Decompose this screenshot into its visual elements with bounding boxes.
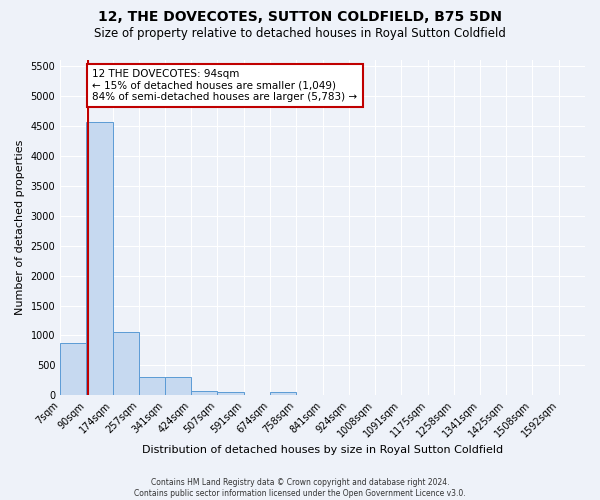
Bar (113, 332, 139, 396)
Text: Contains HM Land Registry data © Crown copyright and database right 2024.
Contai: Contains HM Land Registry data © Crown c… (134, 478, 466, 498)
Text: Size of property relative to detached houses in Royal Sutton Coldfield: Size of property relative to detached ho… (94, 28, 506, 40)
Bar (60, 342, 86, 396)
Text: 12, THE DOVECOTES, SUTTON COLDFIELD, B75 5DN: 12, THE DOVECOTES, SUTTON COLDFIELD, B75… (98, 10, 502, 24)
Y-axis label: Number of detached properties: Number of detached properties (15, 140, 25, 316)
Bar (165, 377, 191, 396)
Bar (270, 392, 296, 396)
Bar (191, 392, 217, 396)
Bar (139, 377, 165, 396)
X-axis label: Distribution of detached houses by size in Royal Sutton Coldfield: Distribution of detached houses by size … (142, 445, 503, 455)
Text: 12 THE DOVECOTES: 94sqm
← 15% of detached houses are smaller (1,049)
84% of semi: 12 THE DOVECOTES: 94sqm ← 15% of detache… (92, 69, 358, 102)
Bar (217, 392, 244, 396)
Bar (86, 122, 113, 396)
